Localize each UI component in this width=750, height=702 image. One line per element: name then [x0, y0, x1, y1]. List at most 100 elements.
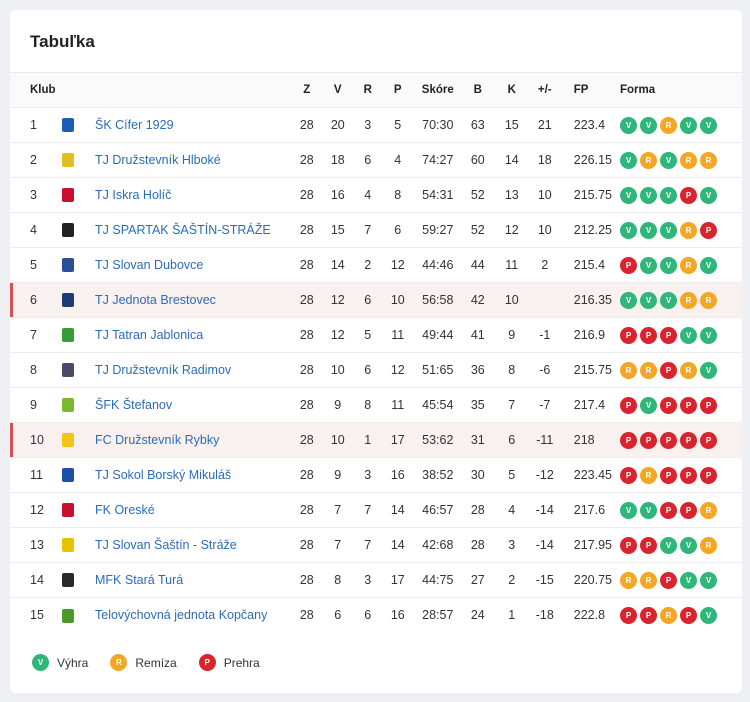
stat-v-cell: 18 — [330, 153, 345, 167]
club-logo-cell — [62, 353, 92, 388]
rank-cell: 4 — [30, 223, 37, 237]
stat-k-cell: 13 — [504, 188, 519, 202]
fair-play-cell: 226.15 — [573, 153, 612, 167]
stat-v-cell: 10 — [330, 433, 345, 447]
form-result-badge: V — [700, 571, 717, 589]
form-result-badge: P — [640, 326, 657, 344]
club-name-link[interactable]: TJ Iskra Holíč — [95, 188, 172, 202]
club-name-link[interactable]: TJ Sokol Borský Mikuláš — [95, 468, 232, 482]
form-result-badge: P — [680, 606, 697, 624]
stat-z-cell: 28 — [299, 328, 314, 342]
stat-score-cell: 42:68 — [422, 538, 454, 552]
form-result-badge: P — [660, 571, 677, 589]
club-name-link[interactable]: TJ Slovan Šaštín - Stráže — [95, 538, 237, 552]
form-result-badge: V — [620, 116, 637, 134]
stat-pm-cell: 18 — [537, 153, 552, 167]
form-result-badge: R — [620, 361, 637, 379]
form-result-badge: R — [640, 361, 657, 379]
stat-r-cell: 3 — [364, 118, 372, 132]
stat-p-cell: 6 — [394, 223, 402, 237]
form-result-badge: P — [620, 256, 637, 274]
club-name-link[interactable]: TJ SPARTAK ŠAŠTÍN-STRÁŽE — [95, 223, 271, 237]
win-badge-icon: V — [32, 654, 49, 671]
form-result-badge: P — [660, 396, 677, 414]
form-result-badge: P — [700, 466, 717, 484]
stat-v-cell: 14 — [330, 258, 345, 272]
stat-v-cell: 16 — [330, 188, 345, 202]
form-result-badge: P — [680, 396, 697, 414]
stat-r-cell: 4 — [364, 188, 372, 202]
form-result-badge: V — [640, 221, 657, 239]
stat-p-cell: 16 — [390, 468, 405, 482]
club-name-link[interactable]: MFK Stará Turá — [95, 573, 184, 587]
club-logo-cell — [62, 563, 92, 598]
club-crest-icon — [62, 503, 74, 518]
legend-loss: P Prehra — [198, 654, 260, 671]
stat-b-cell: 35 — [470, 398, 485, 412]
club-name-link[interactable]: FC Družstevník Rybky — [95, 433, 220, 447]
stat-z-cell: 28 — [299, 573, 314, 587]
stat-r-cell: 6 — [364, 293, 372, 307]
fair-play-cell: 223.4 — [573, 118, 606, 132]
rank-cell: 9 — [30, 398, 37, 412]
club-name-link[interactable]: TJ Tatran Jablonica — [95, 328, 204, 342]
rank-cell: 14 — [30, 573, 44, 587]
club-logo-cell — [62, 213, 92, 248]
club-name-link[interactable]: TJ Družstevník Radimov — [95, 363, 232, 377]
stat-k-cell: 3 — [508, 538, 516, 552]
stat-score-cell: 59:27 — [422, 223, 454, 237]
form-result-badge: R — [700, 536, 717, 554]
stat-v-cell: 9 — [334, 398, 342, 412]
table-row: 6 TJ Jednota Brestovec 28 12 6 10 56:58 42 10 216… — [10, 282, 742, 318]
club-name-link[interactable]: ŠK Cífer 1929 — [95, 118, 174, 132]
club-crest-icon — [62, 573, 74, 588]
form-result-badge: P — [620, 536, 637, 554]
form-result-badge: V — [660, 291, 677, 309]
form-result-badge: V — [700, 256, 717, 274]
form-result-badge: V — [680, 571, 697, 589]
form-result-badge: V — [660, 256, 677, 274]
club-name-link[interactable]: Telovýchovná jednota Kopčany — [95, 608, 268, 623]
club-logo-cell — [62, 423, 92, 458]
club-name-link[interactable]: TJ Slovan Dubovce — [95, 258, 204, 272]
form-result-badge: V — [640, 116, 657, 134]
club-crest-icon — [62, 538, 74, 553]
club-logo-cell — [62, 458, 92, 493]
stat-p-cell: 17 — [390, 433, 405, 447]
form-result-badge: V — [640, 396, 657, 414]
stat-b-cell: 60 — [470, 153, 485, 167]
fair-play-cell: 217.4 — [573, 398, 606, 412]
header-club: Klub — [30, 84, 56, 96]
form-result-badge: R — [680, 221, 697, 239]
club-crest-icon — [62, 118, 74, 133]
club-logo-cell — [62, 178, 92, 213]
header-k: K — [507, 84, 516, 96]
standings-table: Klub Z V R P Skóre B K +/- FP Forma 1 ŠK … — [10, 72, 742, 633]
stat-p-cell: 12 — [390, 363, 405, 377]
club-name-link[interactable]: TJ Družstevník Hlboké — [95, 153, 221, 167]
form-result-badge: P — [680, 431, 697, 449]
stat-pm-cell: 2 — [541, 258, 549, 272]
form-result-badge: V — [660, 536, 677, 554]
form-result-badge: R — [700, 151, 717, 169]
form-result-badge: R — [680, 256, 697, 274]
stat-p-cell: 11 — [391, 398, 405, 412]
stat-r-cell: 3 — [364, 573, 372, 587]
club-name-link[interactable]: TJ Jednota Brestovec — [95, 293, 216, 307]
stat-z-cell: 28 — [299, 398, 314, 412]
club-name-link[interactable]: FK Oreské — [95, 503, 155, 517]
club-crest-icon — [62, 258, 74, 273]
club-logo-cell — [62, 108, 92, 143]
club-crest-icon — [62, 398, 74, 413]
club-name-link[interactable]: ŠFK Štefanov — [95, 398, 173, 412]
legend-draw: R Remíza — [110, 654, 177, 671]
form-result-badge: R — [700, 291, 717, 309]
legend-loss-label: Prehra — [223, 655, 260, 670]
club-crest-icon — [62, 608, 74, 623]
form-result-badge: P — [680, 466, 697, 484]
form-result-badge: R — [680, 291, 697, 309]
form-result-badge: P — [620, 466, 637, 484]
